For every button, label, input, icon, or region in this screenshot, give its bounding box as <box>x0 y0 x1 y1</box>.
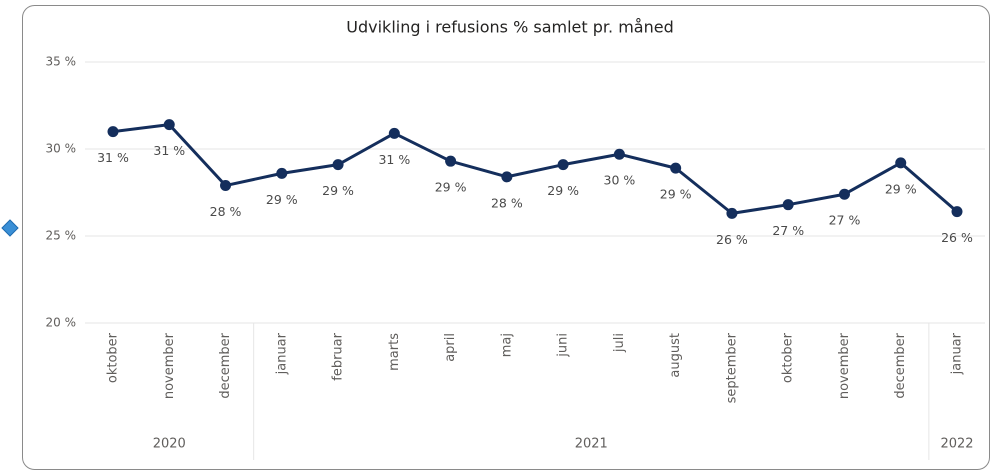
x-tick-label: marts <box>387 333 402 371</box>
year-label: 2021 <box>575 437 608 452</box>
x-tick-label: december <box>218 332 233 398</box>
x-tick-label: oktober <box>781 332 796 383</box>
year-label: 2020 <box>153 437 186 452</box>
x-tick-label: august <box>668 333 683 378</box>
y-tick-label: 30 % <box>46 142 77 156</box>
x-tick-label: april <box>443 333 458 362</box>
data-point <box>895 157 907 169</box>
data-label: 30 % <box>604 173 636 188</box>
data-point <box>726 207 738 219</box>
y-tick-label: 35 % <box>46 55 77 69</box>
data-point <box>388 127 400 139</box>
data-point <box>332 159 344 171</box>
data-point <box>107 126 119 138</box>
data-point <box>445 155 457 167</box>
data-label: 31 % <box>378 152 410 167</box>
card <box>22 5 990 470</box>
x-tick-label: december <box>893 332 908 398</box>
year-label: 2022 <box>940 437 973 452</box>
x-tick-label: januar <box>950 332 965 375</box>
data-point <box>557 159 569 171</box>
data-label: 27 % <box>772 223 804 238</box>
x-tick-label: september <box>724 332 739 403</box>
y-tick-label: 25 % <box>46 229 77 243</box>
data-label: 28 % <box>210 204 242 219</box>
data-label: 27 % <box>829 213 861 228</box>
x-tick-label: november <box>837 332 852 399</box>
data-point <box>613 148 625 160</box>
x-tick-label: juni <box>556 333 571 358</box>
data-label: 26 % <box>941 230 973 245</box>
x-tick-label: januar <box>274 332 289 375</box>
data-label: 29 % <box>547 183 579 198</box>
data-label: 29 % <box>322 183 354 198</box>
data-point <box>220 180 232 192</box>
data-point <box>163 119 175 131</box>
chart-title: Udvikling i refusions % samlet pr. måned <box>346 18 673 37</box>
side-marker <box>1 219 19 237</box>
data-label: 28 % <box>491 195 523 210</box>
data-label: 29 % <box>885 181 917 196</box>
data-point <box>838 188 850 200</box>
x-tick-label: juli <box>612 333 627 353</box>
x-tick-label: november <box>162 332 177 399</box>
data-label: 26 % <box>716 232 748 247</box>
x-tick-label: februar <box>331 332 346 380</box>
data-point <box>951 206 963 218</box>
data-label: 29 % <box>660 187 692 202</box>
x-tick-label: maj <box>499 333 514 357</box>
data-point <box>670 162 682 174</box>
y-tick-label: 20 % <box>46 316 77 330</box>
x-tick-label: oktober <box>106 332 121 383</box>
data-point <box>501 171 513 183</box>
data-point <box>782 199 794 211</box>
data-point <box>276 167 288 179</box>
data-label: 29 % <box>266 192 298 207</box>
data-label: 29 % <box>435 180 467 195</box>
data-label: 31 % <box>153 143 185 158</box>
data-label: 31 % <box>97 150 129 165</box>
series-line <box>112 123 958 215</box>
